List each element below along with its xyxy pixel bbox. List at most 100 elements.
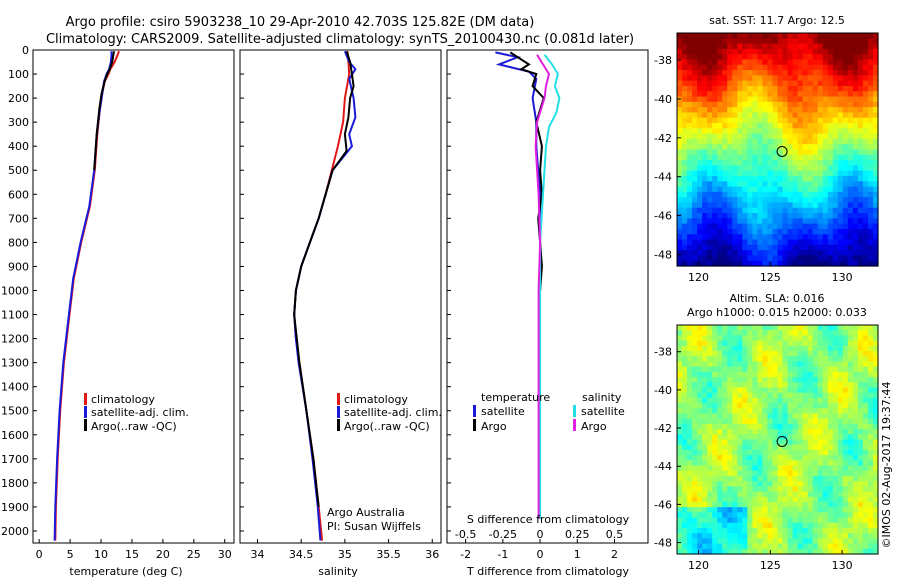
map-cell xyxy=(692,175,698,182)
map-cell xyxy=(797,444,804,451)
map-cell xyxy=(862,449,869,456)
map-cell xyxy=(857,260,864,267)
map-cell xyxy=(827,218,834,225)
map-cell xyxy=(682,138,688,145)
map-cell xyxy=(867,38,874,45)
map-cell xyxy=(852,366,859,373)
map-cell xyxy=(762,423,769,430)
map-cell xyxy=(842,70,849,76)
map-cell xyxy=(792,91,799,98)
map-cell xyxy=(872,377,879,383)
map-cell xyxy=(677,408,683,415)
map-cell xyxy=(837,123,844,129)
map-cell xyxy=(812,533,819,539)
map-cell xyxy=(817,250,824,257)
map-cell xyxy=(842,223,849,230)
map-cell xyxy=(747,239,753,246)
map-cell xyxy=(812,387,819,394)
map-cell xyxy=(722,429,728,435)
map-cell xyxy=(697,112,703,119)
map-cell xyxy=(692,408,698,415)
map-cell xyxy=(807,361,814,368)
map-cell xyxy=(837,260,844,267)
map-cell xyxy=(787,460,794,467)
map-cell xyxy=(727,351,733,357)
map-cell xyxy=(857,397,864,404)
map-cell xyxy=(857,239,864,246)
map-cell xyxy=(807,533,814,539)
map-cell xyxy=(707,165,713,172)
map-cell xyxy=(842,434,849,441)
map-cell xyxy=(842,64,849,71)
map-cell xyxy=(812,218,819,225)
map-cell xyxy=(692,33,698,39)
map-cell xyxy=(817,101,824,108)
map-cell xyxy=(817,48,824,55)
map-cell xyxy=(852,387,859,394)
map-cell xyxy=(682,64,688,71)
map-cell xyxy=(712,335,718,342)
map-cell xyxy=(712,85,718,92)
map-cell xyxy=(712,512,718,519)
map-cell xyxy=(867,223,874,230)
map-cell xyxy=(847,70,854,76)
x-top-tick-label: 0 xyxy=(537,528,544,541)
map-cell xyxy=(777,223,784,230)
series-line-sal_satellite xyxy=(539,54,561,519)
map-cell xyxy=(747,434,753,441)
map-cell xyxy=(827,548,834,555)
map-cell xyxy=(767,160,774,166)
map-cell xyxy=(767,101,774,108)
map-cell xyxy=(802,351,809,357)
map-cell xyxy=(772,501,779,508)
map-cell xyxy=(722,186,728,193)
map-cell xyxy=(742,223,748,230)
map-cell xyxy=(687,123,693,129)
map-cell xyxy=(692,325,698,331)
map-cell xyxy=(732,517,738,524)
map-cell xyxy=(707,112,713,119)
map-cell xyxy=(857,325,864,331)
map-cell xyxy=(692,470,698,477)
map-cell xyxy=(822,429,829,435)
map-cell xyxy=(862,455,869,461)
map-cell xyxy=(687,186,693,193)
map-cell xyxy=(792,175,799,182)
map-cell xyxy=(702,80,708,87)
map-cell xyxy=(867,429,874,435)
map-cell xyxy=(872,181,879,188)
map-cell xyxy=(827,387,834,394)
map-cell xyxy=(722,43,728,50)
map-cell xyxy=(847,439,854,446)
map-cell xyxy=(857,170,864,177)
map-cell xyxy=(682,475,688,482)
y-tick-label: -40 xyxy=(654,384,672,397)
map-cell xyxy=(692,38,698,45)
map-cell xyxy=(862,512,869,519)
map-cell xyxy=(707,75,713,82)
map-cell xyxy=(722,392,728,399)
y-tick-label: -40 xyxy=(654,93,672,106)
map-cell xyxy=(742,377,748,383)
map-cell xyxy=(717,191,723,198)
map-cell xyxy=(837,117,844,124)
map-cell xyxy=(737,481,743,487)
map-cell xyxy=(742,234,748,241)
map-cell xyxy=(842,351,849,357)
map-cell xyxy=(742,133,748,140)
map-cell xyxy=(687,138,693,145)
map-cell xyxy=(782,491,789,498)
y-tick-label: 900 xyxy=(8,260,29,273)
map-cell xyxy=(697,175,703,182)
map-cell xyxy=(797,244,804,251)
map-cell xyxy=(802,144,809,151)
map-cell xyxy=(747,366,753,373)
legend-swatch-climatology xyxy=(84,393,87,405)
map-cell xyxy=(752,439,759,446)
map-cell xyxy=(722,465,728,472)
map-cell xyxy=(757,85,764,92)
map-cell xyxy=(762,449,769,456)
map-cell xyxy=(777,330,784,336)
map-cell xyxy=(872,117,879,124)
map-cell xyxy=(787,181,794,188)
